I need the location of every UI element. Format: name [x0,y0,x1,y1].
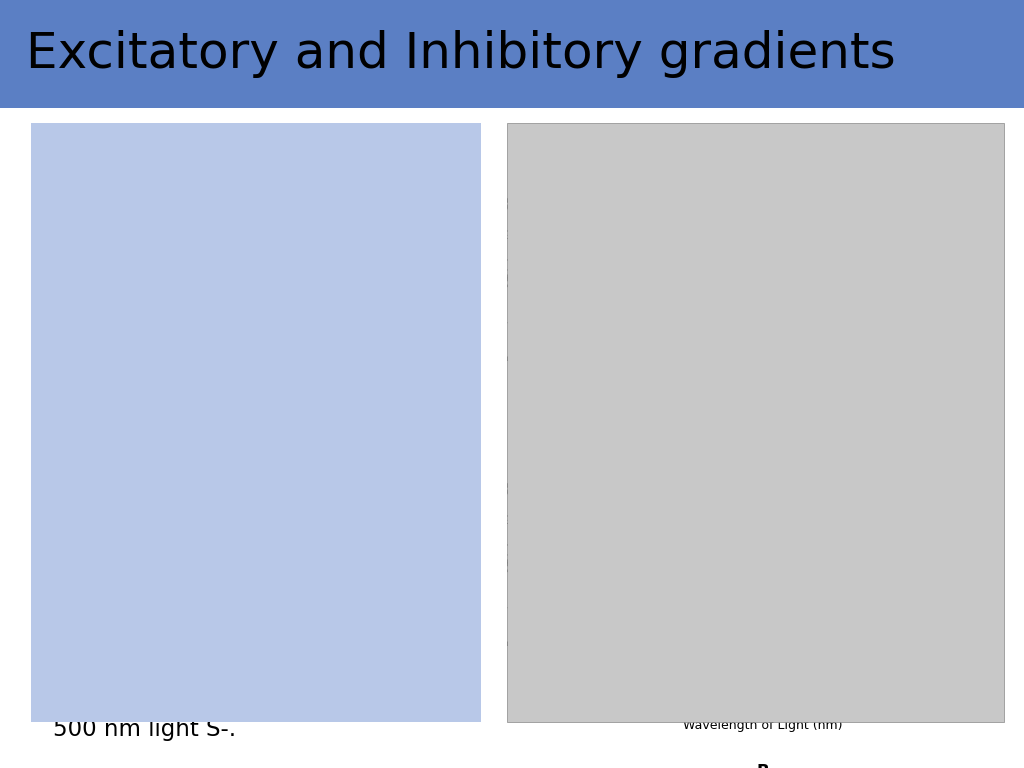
X-axis label: Frequency of Tone (Hz): Frequency of Tone (Hz) [691,435,835,449]
Text: CS⁻: CS⁻ [750,568,774,581]
Text: Excitatory and Inhibitory gradients: Excitatory and Inhibitory gradients [26,30,895,78]
Y-axis label: Percentage of Trials with a CR: Percentage of Trials with a CR [508,195,518,362]
Text: form: form [288,165,348,188]
Text: e.g., Pigeons trained to peck: e.g., Pigeons trained to peck [53,613,381,636]
Text: B: B [757,763,769,768]
Text: around the CS+; show: around the CS+; show [53,217,309,240]
Text: A: A [757,472,769,489]
Text: at a 800 hz tone (S+), with a: at a 800 hz tone (S+), with a [53,666,384,689]
Text: likely: likely [53,323,112,346]
Text: Excitatory gradients: Excitatory gradients [53,165,315,188]
Text: 500 nm light S-.: 500 nm light S-. [53,718,237,741]
Text: CS+: CS+ [745,277,775,290]
Text: responding is least likely: responding is least likely [53,508,335,531]
X-axis label: Wavelength of Light (nm): Wavelength of Light (nm) [683,720,843,733]
Text: also: also [288,402,341,425]
Text: where responding is MOST: where responding is MOST [53,270,358,293]
Text: form; show where: form; show where [53,455,259,478]
Y-axis label: Percentage of Trials with a CR: Percentage of Trials with a CR [508,479,518,646]
Text: Inhibitory gradients: Inhibitory gradients [53,402,310,425]
